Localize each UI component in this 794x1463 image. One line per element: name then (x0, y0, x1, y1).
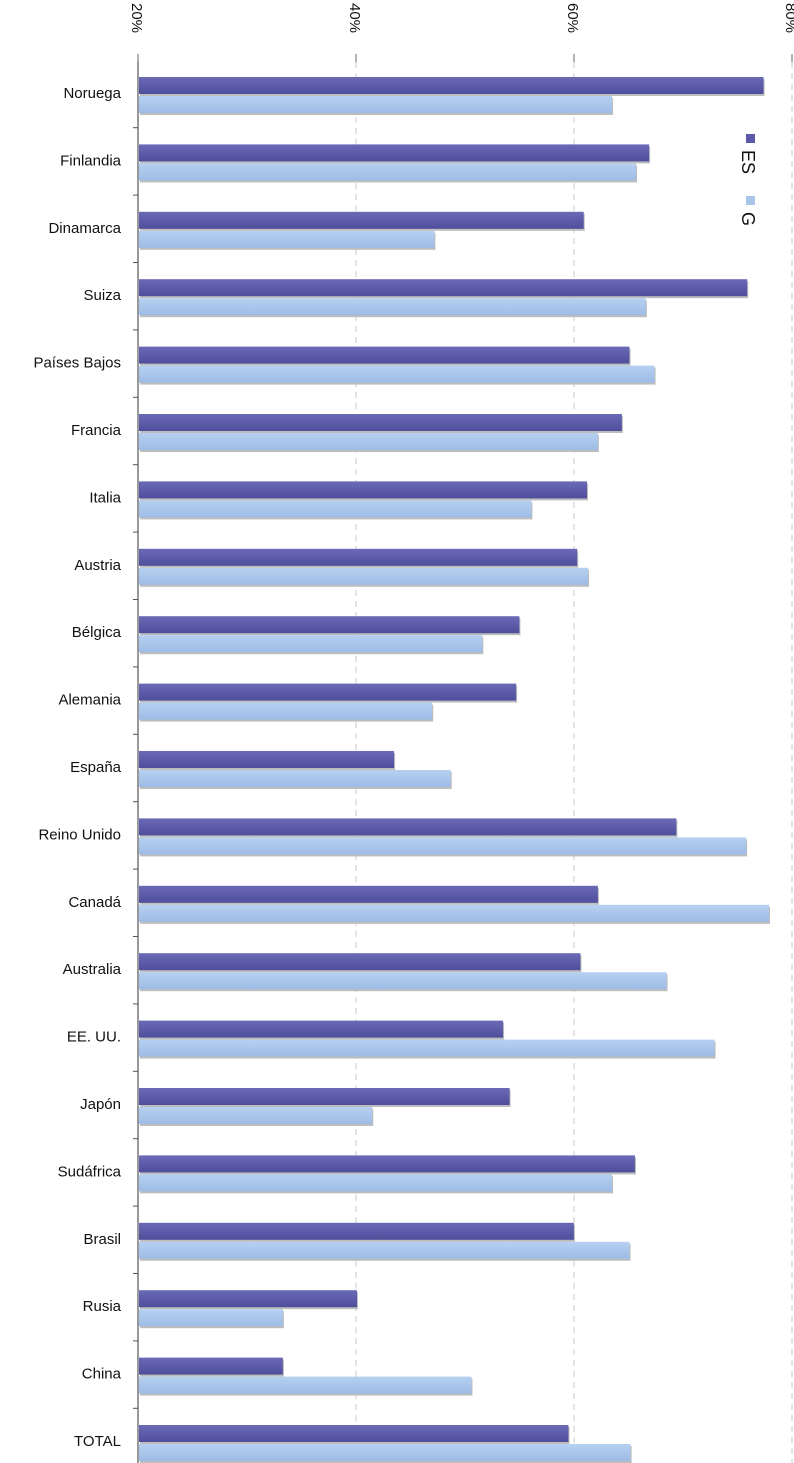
bar-g-paises-bajos (139, 365, 655, 383)
category-label-rusia: Rusia (83, 1298, 122, 1315)
bar-g-belgica (139, 635, 483, 653)
value-axis: 20% 40% 60% 80% (128, 3, 794, 62)
bar-g-ee-uu (139, 1039, 715, 1057)
category-label-japon: Japón (80, 1096, 121, 1113)
tick-label-20: 20% (128, 3, 145, 33)
legend: ES G (738, 134, 758, 226)
bar-es-total (139, 1425, 569, 1442)
bar-es-paises-bajos (139, 346, 630, 364)
bar-g-reino-unido (139, 837, 747, 855)
bar-es-china (139, 1357, 283, 1375)
legend-swatch-es (746, 134, 755, 143)
bars (139, 77, 771, 1463)
bar-g-brasil (139, 1241, 630, 1259)
bar-g-rusia (139, 1309, 283, 1327)
bar-es-dinamarca (139, 211, 584, 229)
category-label-china: China (82, 1366, 122, 1383)
category-label-suiza: Suiza (83, 287, 121, 304)
bar-es-alemania (139, 683, 517, 701)
tick-label-60: 60% (564, 3, 581, 33)
category-label-alemania: Alemania (58, 692, 121, 709)
bar-es-canada (139, 885, 598, 903)
bar-g-canada (139, 904, 770, 922)
legend-swatch-g (746, 196, 755, 205)
category-label-ee-uu: EE. UU. (67, 1029, 121, 1046)
bar-es-reino-unido (139, 818, 677, 836)
category-label-italia: Italia (89, 489, 121, 506)
category-label-belgica: Bélgica (72, 624, 122, 641)
bar-es-japon (139, 1088, 510, 1105)
bar-g-australia (139, 972, 667, 990)
bar-g-total (139, 1444, 631, 1461)
category-label-australia: Australia (63, 961, 122, 978)
category-label-dinamarca: Dinamarca (48, 220, 121, 237)
bar-g-japon (139, 1107, 373, 1124)
category-label-francia: Francia (71, 422, 122, 439)
bar-es-austria (139, 548, 578, 566)
bar-g-italia (139, 500, 532, 518)
category-label-total: TOTAL (74, 1433, 121, 1450)
bar-g-finlandia (139, 163, 637, 181)
bar-es-australia (139, 953, 581, 971)
legend-label-es: ES (738, 150, 758, 174)
bar-es-sudafrica (139, 1155, 635, 1173)
bar-es-italia (139, 481, 587, 499)
legend-label-g: G (738, 212, 758, 226)
tick-label-80: 80% (782, 3, 794, 33)
bar-es-belgica (139, 616, 520, 634)
category-label-espana: España (70, 759, 122, 776)
category-axis: Noruega Finlandia Dinamarca Suiza Países Baj… (33, 62, 139, 1463)
bar-es-noruega (139, 77, 764, 94)
category-label-sudafrica: Sudáfrica (58, 1163, 122, 1180)
category-label-brasil: Brasil (83, 1231, 121, 1248)
category-label-paises-bajos: Países Bajos (33, 355, 121, 372)
bar-es-brasil (139, 1222, 574, 1240)
bar-es-finlandia (139, 144, 650, 162)
bar-g-austria (139, 567, 589, 585)
bar-es-espana (139, 751, 395, 768)
bar-es-suiza (139, 279, 748, 297)
bar-g-espana (139, 770, 451, 787)
bar-g-suiza (139, 298, 646, 316)
bar-g-dinamarca (139, 230, 435, 248)
tick-label-40: 40% (346, 3, 363, 33)
bar-g-francia (139, 433, 598, 450)
category-label-finlandia: Finlandia (60, 152, 122, 169)
bar-es-francia (139, 414, 622, 431)
bar-g-noruega (139, 96, 613, 113)
bar-es-ee-uu (139, 1020, 504, 1038)
bar-es-rusia (139, 1290, 357, 1308)
category-label-austria: Austria (74, 557, 121, 574)
category-label-noruega: Noruega (63, 85, 121, 102)
category-label-reino-unido: Reino Unido (38, 826, 121, 843)
bar-g-china (139, 1376, 472, 1394)
bar-g-sudafrica (139, 1174, 613, 1192)
category-label-canada: Canadá (68, 894, 121, 911)
bar-g-alemania (139, 702, 433, 720)
